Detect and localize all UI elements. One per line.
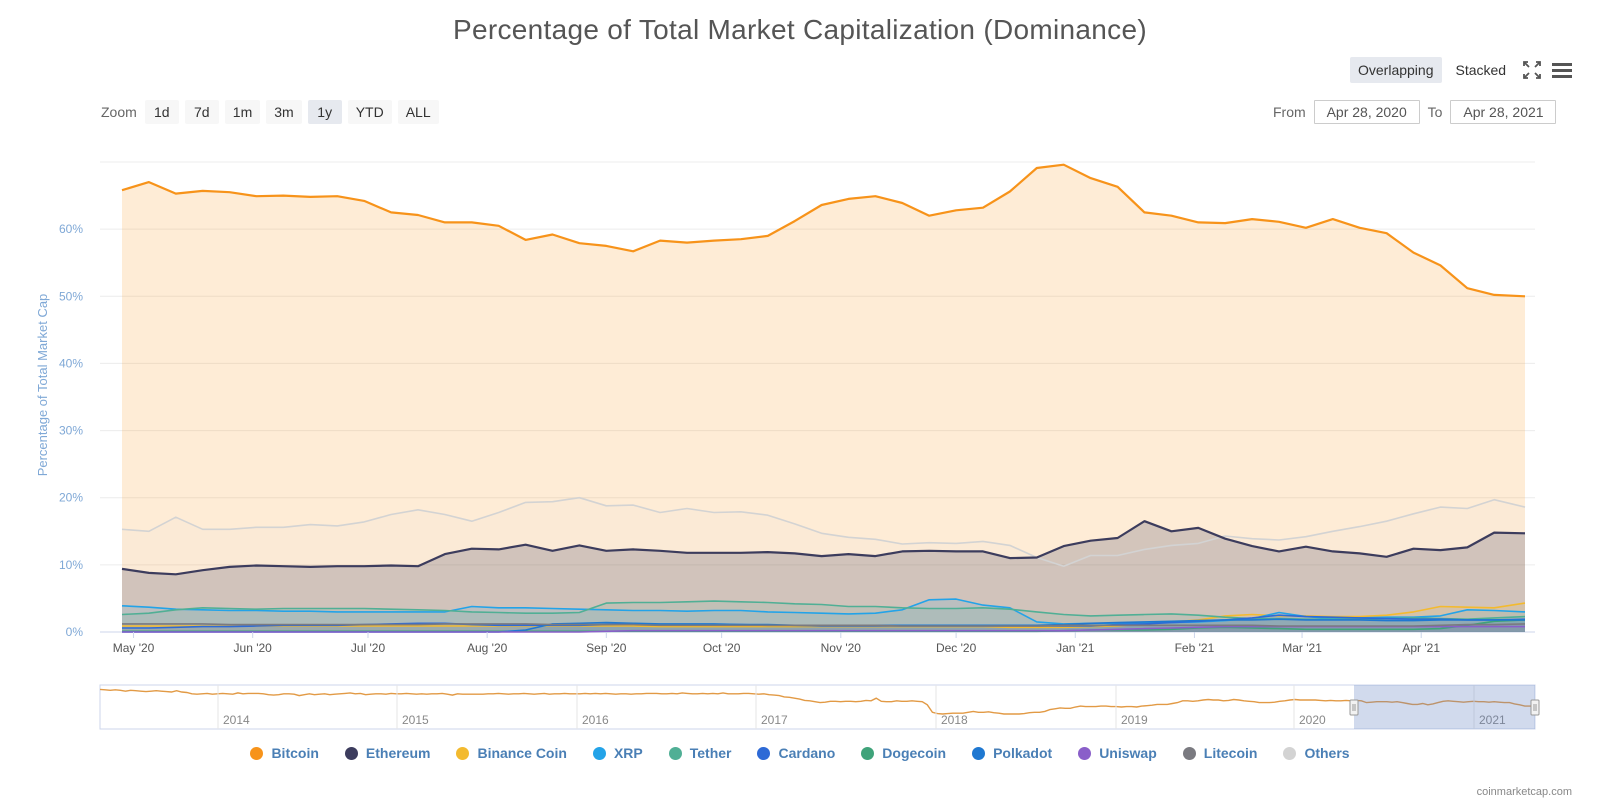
navigator-year-label: 2016: [582, 713, 609, 727]
legend-label: Dogecoin: [882, 745, 947, 761]
xrp-line[interactable]: [121, 598, 1526, 625]
legend-item-others[interactable]: Others: [1283, 745, 1350, 761]
legend-dot: [972, 746, 986, 760]
overlapping-button[interactable]: Overlapping: [1350, 57, 1442, 83]
y-tick-label: 0%: [66, 625, 84, 639]
x-tick-label: Dec '20: [936, 641, 977, 655]
navigator-handle[interactable]: [1349, 699, 1359, 716]
legend-label: Litecoin: [1203, 745, 1258, 761]
x-tick-label: Nov '20: [821, 641, 862, 655]
legend-item-cardano[interactable]: Cardano: [757, 745, 835, 761]
navigator-frame: [99, 684, 1536, 730]
navigator-handle[interactable]: [1530, 699, 1540, 716]
zoom-7d-button[interactable]: 7d: [184, 100, 219, 124]
legend-label: XRP: [613, 745, 643, 761]
zoom-label: Zoom: [101, 104, 137, 120]
legend-dot: [861, 746, 875, 760]
menu-icon[interactable]: [1550, 58, 1574, 82]
y-tick-label: 60%: [59, 222, 83, 236]
navigator-year-label: 2015: [402, 713, 429, 727]
legend-label: Cardano: [778, 745, 836, 761]
legend-label: Others: [1304, 745, 1350, 761]
bitcoin-area: [122, 164, 1525, 632]
zoom-1m-button[interactable]: 1m: [224, 100, 261, 124]
x-tick-label: May '20: [113, 641, 155, 655]
x-tick-label: Sep '20: [586, 641, 627, 655]
x-tick-label: Mar '21: [1282, 641, 1322, 655]
legend-label: Ethereum: [365, 745, 431, 761]
navigator-year-label: 2018: [941, 713, 968, 727]
from-date-input[interactable]: [1313, 100, 1420, 124]
x-tick-label: Aug '20: [467, 641, 508, 655]
navigator-year-label: 2014: [223, 713, 250, 727]
legend-label: Bitcoin: [271, 745, 319, 761]
navigator-year-label: 2017: [761, 713, 788, 727]
x-tick-label: Jul '20: [351, 641, 386, 655]
zoom-bar: Zoom 1d 7d 1m 3m 1y YTD ALL: [101, 100, 439, 124]
legend-item-binance-coin[interactable]: Binance Coin: [456, 745, 567, 761]
legend-label: Tether: [689, 745, 732, 761]
legend-item-dogecoin[interactable]: Dogecoin: [861, 745, 946, 761]
legend-label: Binance Coin: [477, 745, 567, 761]
x-tick-label: Jan '21: [1056, 641, 1095, 655]
zoom-all-button[interactable]: ALL: [397, 100, 439, 124]
legend-item-tether[interactable]: Tether: [668, 745, 732, 761]
x-tick-label: Feb '21: [1175, 641, 1215, 655]
y-axis-label: Percentage of Total Market Cap: [35, 294, 50, 477]
ethereum-line[interactable]: [121, 520, 1526, 576]
dogecoin-area: [122, 619, 1525, 632]
view-mode-toggle: Overlapping Stacked: [1350, 57, 1574, 83]
legend-dot: [592, 746, 606, 760]
legend: Bitcoin Ethereum Binance Coin XRP Tether Card…: [0, 745, 1600, 761]
legend-item-bitcoin[interactable]: Bitcoin: [250, 745, 319, 761]
from-label: From: [1273, 104, 1306, 120]
navigator-year-label: 2019: [1121, 713, 1148, 727]
to-date-input[interactable]: [1450, 100, 1557, 124]
legend-item-uniswap[interactable]: Uniswap: [1078, 745, 1157, 761]
fullscreen-icon[interactable]: [1520, 58, 1544, 82]
legend-dot: [1283, 746, 1297, 760]
legend-dot: [668, 746, 682, 760]
stacked-button[interactable]: Stacked: [1455, 62, 1507, 78]
chart-title: Percentage of Total Market Capitalizatio…: [453, 14, 1147, 45]
credit-text: coinmarketcap.com: [1476, 786, 1572, 798]
legend-item-polkadot[interactable]: Polkadot: [972, 745, 1052, 761]
legend-dot: [456, 746, 470, 760]
y-tick-label: 50%: [59, 289, 83, 303]
date-range: From To: [1273, 100, 1557, 124]
bitcoin-line[interactable]: [121, 163, 1526, 298]
zoom-3m-button[interactable]: 3m: [266, 100, 302, 124]
others-area: [122, 497, 1525, 632]
litecoin-line[interactable]: [122, 623, 1526, 627]
x-tick-label: Apr '21: [1402, 641, 1440, 655]
x-tick-label: Oct '20: [703, 641, 741, 655]
zoom-1y-button[interactable]: 1y: [307, 100, 342, 124]
y-tick-label: 40%: [59, 356, 83, 370]
zoom-1d-button[interactable]: 1d: [144, 100, 179, 124]
navigator-selection[interactable]: [1354, 685, 1535, 729]
legend-item-xrp[interactable]: XRP: [592, 745, 643, 761]
legend-dot: [757, 746, 771, 760]
legend-label: Uniswap: [1099, 745, 1157, 761]
legend-label: Polkadot: [993, 745, 1053, 761]
zoom-ytd-button[interactable]: YTD: [347, 100, 392, 124]
others-line[interactable]: [121, 496, 1526, 567]
legend-dot: [1182, 746, 1196, 760]
legend-dot: [250, 746, 264, 760]
navigator-year-label: 2020: [1299, 713, 1326, 727]
legend-item-litecoin[interactable]: Litecoin: [1182, 745, 1258, 761]
legend-dot: [1078, 746, 1092, 760]
y-tick-label: 30%: [59, 424, 83, 438]
navigator-year-label: 2021: [1479, 713, 1506, 727]
to-label: To: [1427, 104, 1443, 120]
x-tick-label: Jun '20: [234, 641, 273, 655]
navigator[interactable]: 2014 2015 2016 2017 2018 2019 2020 2021: [99, 684, 1540, 730]
y-tick-label: 20%: [59, 491, 83, 505]
navigator-bitcoin-line: [99, 688, 1536, 715]
legend-dot: [344, 746, 358, 760]
legend-item-ethereum[interactable]: Ethereum: [344, 745, 431, 761]
y-tick-label: 10%: [59, 558, 83, 572]
